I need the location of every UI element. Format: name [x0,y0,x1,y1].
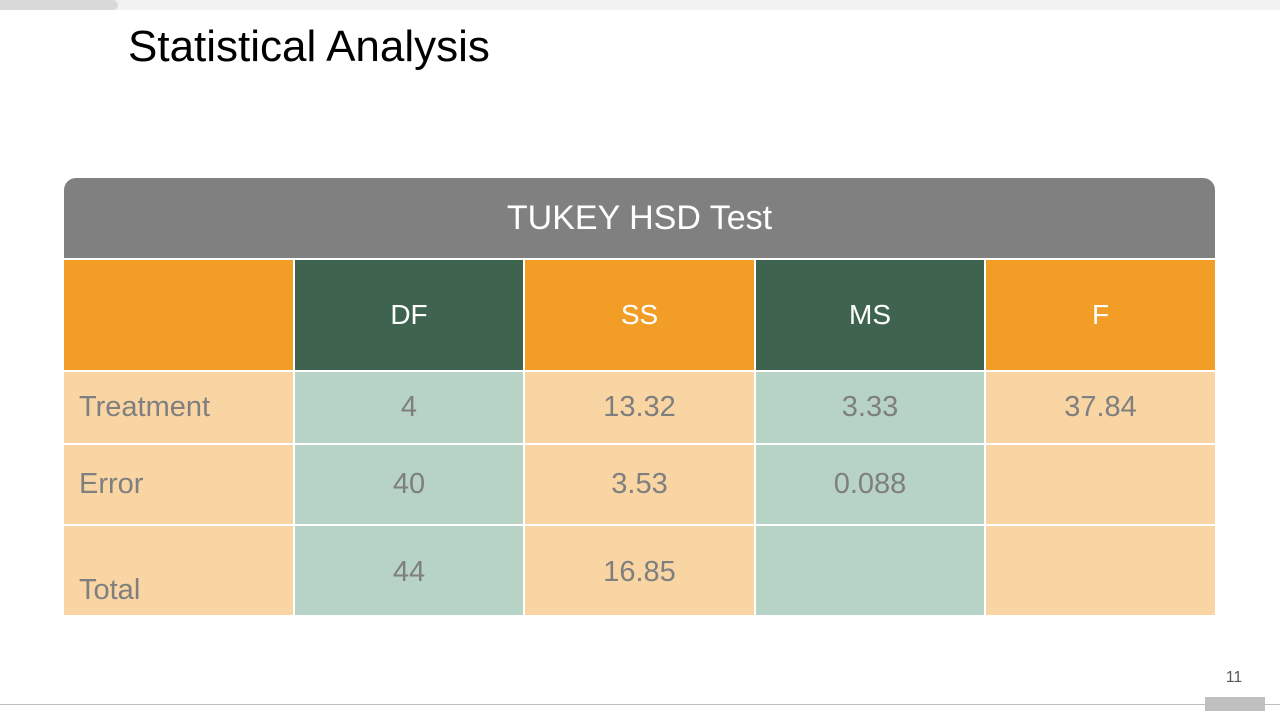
row-label: Total [64,526,293,615]
top-bar [0,0,1280,10]
table-cell: 44 [295,526,523,615]
table-caption: TUKEY HSD Test [64,178,1215,258]
top-bar-accent [0,0,118,10]
table-cell: 3.53 [525,445,754,524]
table-cell: 16.85 [525,526,754,615]
header-cell: DF [295,260,523,370]
bottom-line [0,704,1280,705]
table-cell: 0.088 [756,445,984,524]
page-number: 11 [1225,669,1243,686]
table-cell: 40 [295,445,523,524]
table-cell: 4 [295,372,523,443]
header-cell [64,260,293,370]
table-cell: 37.84 [986,372,1215,443]
header-cell: F [986,260,1215,370]
slide-title: Statistical Analysis [128,22,490,71]
table-cell [986,526,1215,615]
row-label: Treatment [64,372,293,443]
table-cell: 3.33 [756,372,984,443]
table-cell: 13.32 [525,372,754,443]
header-cell: MS [756,260,984,370]
bottom-accent [1205,697,1265,711]
header-cell: SS [525,260,754,370]
table-cell [756,526,984,615]
table-cell [986,445,1215,524]
row-label: Error [64,445,293,524]
